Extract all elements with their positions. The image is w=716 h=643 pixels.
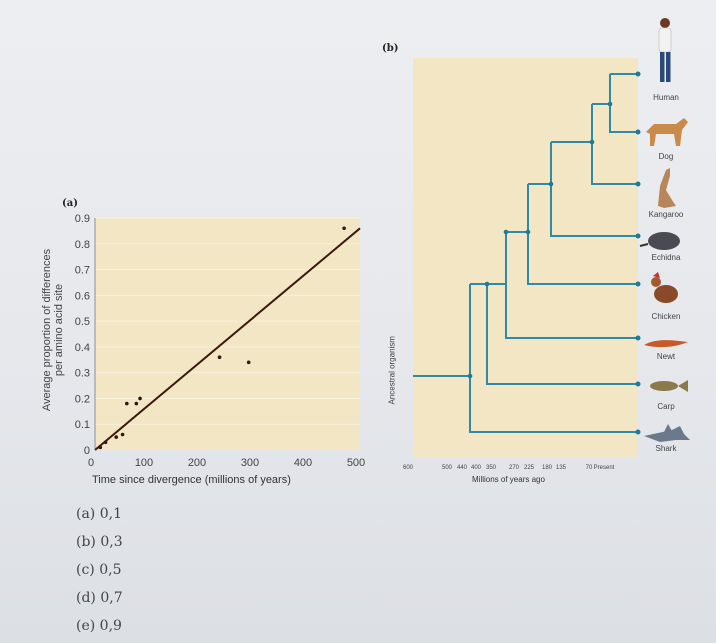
tree-x-tick-label: 440 (457, 465, 468, 471)
answer-option-a[interactable]: (a) 0,1 (76, 506, 122, 522)
tree-x-axis-label: Millions of years ago (472, 475, 545, 484)
taxon-label-dog: Dog (658, 152, 674, 161)
carp-icon (650, 380, 688, 392)
taxon-label-shark: Shark (655, 444, 677, 453)
taxon-label-newt: Newt (656, 352, 676, 361)
data-point (114, 435, 118, 439)
tree-x-tick-label: 600 (403, 465, 414, 471)
tree-nodes (467, 71, 641, 435)
answer-option-c[interactable]: (c) 0,5 (76, 562, 122, 578)
y-tick-label: 0.6 (75, 290, 90, 302)
tree-x-tick-label: 500 (442, 465, 453, 471)
shark-branch (469, 284, 638, 433)
tree-x-tick-label: 70 (586, 465, 593, 471)
kangaroo-icon (658, 168, 676, 208)
tree-x-tick-label: Present (594, 465, 615, 471)
dog-icon (646, 118, 688, 146)
dog-branch (609, 74, 638, 133)
x-tick-label: 100 (135, 457, 153, 469)
tree-x-tick-label: 400 (471, 465, 482, 471)
tree-x-tick-label: 180 (542, 465, 553, 471)
data-point (246, 360, 251, 365)
answer-options: (a) 0,1 (b) 0,3 (c) 0,5 (d) 0,7 (e) 0,9 (76, 500, 123, 640)
answer-option-d[interactable]: (d) 0,7 (76, 590, 123, 606)
panel-a-label: (a) (62, 198, 78, 209)
y-tick-label: 0.9 (75, 213, 90, 225)
panel-b-label: (b) (382, 43, 399, 54)
taxon-label-kangaroo: Kangaroo (648, 210, 684, 219)
data-point (342, 226, 346, 231)
echidna-icon (639, 232, 680, 250)
taxon-label-echidna: Echidna (651, 253, 681, 262)
kangaroo-branch (591, 104, 638, 185)
human-icon (658, 18, 672, 82)
newt-icon (644, 340, 688, 348)
newt-branch (505, 232, 638, 339)
x-tick-label: 0 (88, 457, 94, 469)
trend-line (94, 227, 361, 451)
taxon-label-human: Human (653, 93, 679, 102)
y-tick-label: 0.4 (75, 342, 90, 354)
y-tick-label: 0 (84, 445, 90, 457)
data-point (120, 432, 125, 437)
tree-x-tick-label: 135 (556, 465, 567, 471)
x-tick-label: 200 (188, 457, 206, 469)
x-tick-label: 500 (347, 457, 365, 469)
y-tick-label: 0.2 (75, 393, 90, 405)
tree-branches (413, 73, 638, 433)
plot-area-a (95, 218, 360, 450)
x-axis-label: Time since divergence (millions of years… (92, 474, 291, 486)
y-tick-label: 0.3 (75, 368, 90, 380)
y-tick-label: 0.7 (75, 265, 90, 277)
data-point (134, 401, 139, 406)
data-point (217, 355, 222, 360)
taxon-label-chicken: Chicken (651, 312, 681, 321)
answer-option-e[interactable]: (e) 0,9 (76, 618, 122, 634)
tree-background (413, 58, 638, 458)
y-tick-label: 0.5 (75, 316, 90, 328)
chicken-icon (651, 272, 678, 303)
tree-x-tick-label: 350 (486, 465, 497, 471)
ancestral-organism-label: Ancestral organism (387, 336, 397, 405)
tree-x-tick-label: 225 (524, 465, 535, 471)
taxon-label-carp: Carp (657, 402, 675, 411)
data-point (125, 401, 129, 406)
y-tick-label: 0.1 (75, 419, 90, 431)
y-tick-label: 0.8 (75, 239, 90, 251)
x-tick-label: 400 (294, 457, 312, 469)
shark-icon (644, 424, 690, 442)
echidna-branch (550, 142, 638, 237)
chicken-branch (527, 184, 638, 285)
data-point (138, 396, 142, 401)
carp-branch (486, 284, 638, 385)
x-tick-label: 300 (241, 457, 259, 469)
tree-x-tick-label: 270 (509, 465, 520, 471)
answer-option-b[interactable]: (b) 0,3 (76, 534, 123, 550)
